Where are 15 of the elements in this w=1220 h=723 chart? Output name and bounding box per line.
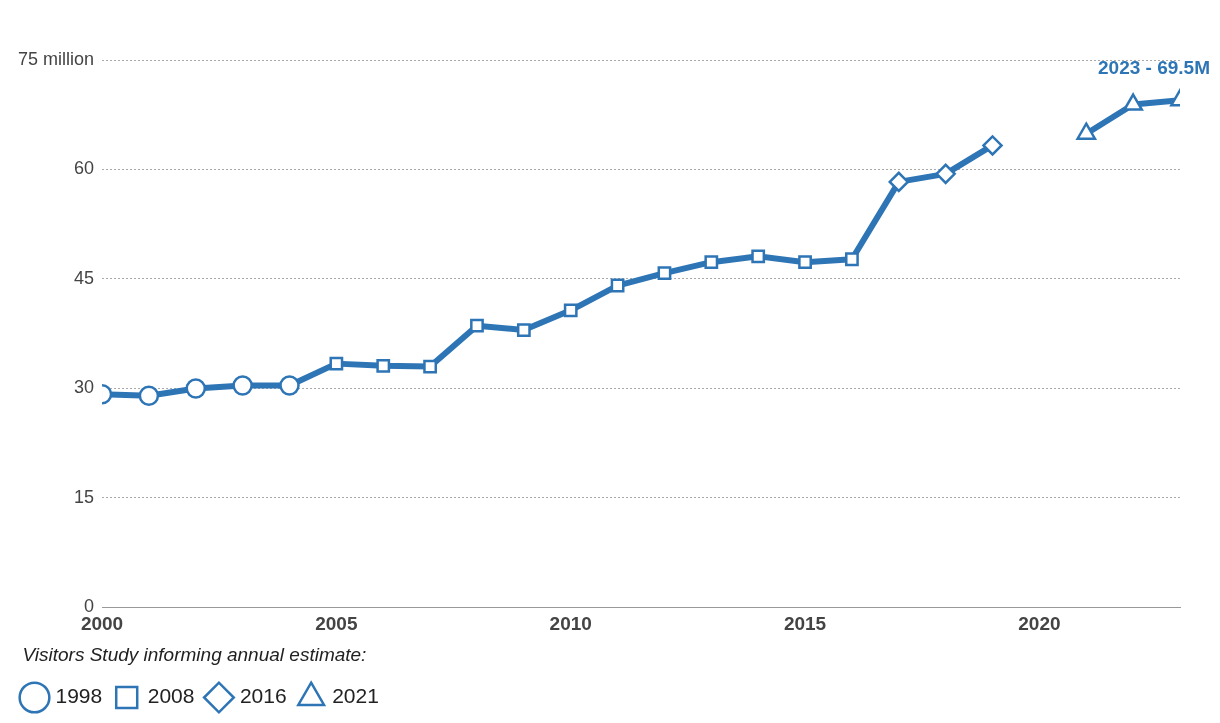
legend-label: 2008 [147, 684, 195, 708]
legend-label: 1998 [55, 684, 103, 708]
y-tick-label: 60 [74, 158, 95, 179]
y-tick-label: 15 [74, 486, 95, 507]
legend-title: Visitors Study informing annual estimate: [22, 643, 367, 665]
y-tick-label: 45 [74, 267, 95, 288]
x-tick-label: 2005 [315, 613, 358, 635]
x-tick-label: 2020 [1018, 613, 1061, 635]
x-tick-label: 2015 [783, 613, 827, 635]
legend-label: 2016 [239, 684, 287, 708]
y-tick-label: 75 million [17, 48, 95, 69]
annotation: 2023 - 69.5M [1098, 56, 1210, 78]
y-tick-label: 30 [74, 377, 95, 398]
x-tick-label: 2010 [549, 613, 592, 635]
legend-label: 2021 [332, 684, 379, 708]
